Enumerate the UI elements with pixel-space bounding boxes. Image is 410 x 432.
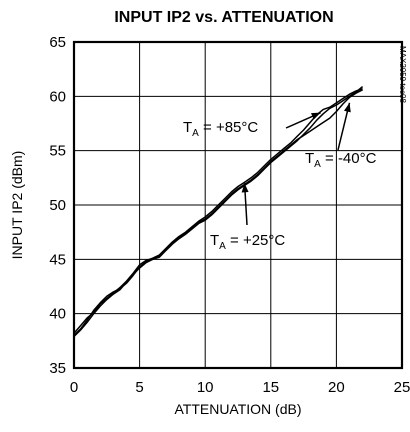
annotation-label-1: TA = -40°C [305,150,377,170]
y-tick-label-4: 55 [49,143,66,160]
side-code: MAX2059 toc08 [398,46,407,103]
annotation-arrowhead-0 [311,112,321,120]
x-tick-label-5: 25 [394,379,410,396]
y-tick-label-6: 65 [49,34,66,51]
x-tick-label-3: 15 [262,379,279,396]
annotation-0: TA = +85°C [183,111,321,139]
annotation-label-0: TA = +85°C [183,119,258,139]
y-tick-label-5: 60 [49,88,66,105]
annotation-1: TA = -40°C [305,102,377,170]
annotations: TA = +85°C TA = -40°C TA = +25°C [183,102,377,252]
x-axis-label: ATTENUATION (dB) [174,401,301,417]
chart-title: INPUT IP2 vs. ATTENUATION [114,9,333,26]
x-tick-label-0: 0 [70,379,78,396]
y-axis-label: INPUT IP2 (dBm) [9,151,25,260]
x-tick-label-2: 10 [197,379,214,396]
y-tick-labels: 35 40 45 50 55 60 65 [49,34,66,377]
y-tick-label-0: 35 [49,360,66,377]
plot-frame [72,40,404,370]
y-tick-label-3: 50 [49,197,66,214]
x-tick-labels: 0 5 10 15 20 25 [70,379,410,396]
annotation-arrowhead-1 [343,102,351,113]
series-line-2 [73,89,363,338]
x-tick-label-4: 20 [328,379,345,396]
y-tick-label-1: 40 [49,306,66,323]
grid [73,41,403,369]
x-tick-label-1: 5 [135,379,143,396]
y-tick-label-2: 45 [49,251,66,268]
annotation-2: TA = +25°C [210,183,285,252]
annotation-arrowhead-2 [241,183,249,193]
annotation-label-2: TA = +25°C [210,232,285,252]
